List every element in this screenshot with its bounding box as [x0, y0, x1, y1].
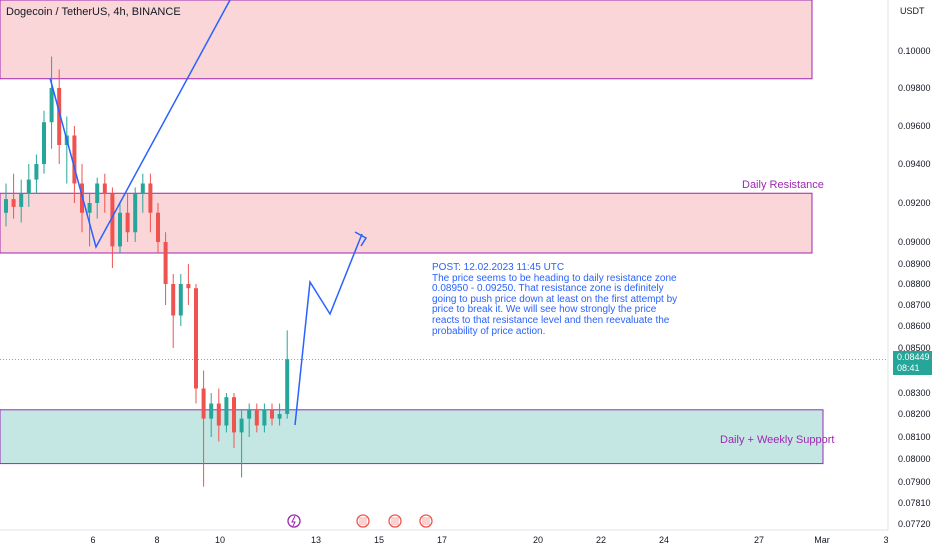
time-tick-label: 15: [374, 535, 384, 545]
price-tick-label: 0.08900: [898, 259, 931, 269]
candle-body-4: [34, 164, 39, 180]
time-tick-label: 24: [659, 535, 669, 545]
zone-2: [0, 409, 824, 465]
candle-body-15: [118, 212, 122, 247]
current-price-badge: 0.08449 08:41: [893, 351, 932, 375]
candle-body-21: [163, 242, 168, 284]
price-tick-label: 0.08000: [898, 454, 931, 464]
candle-body-37: [285, 359, 290, 414]
time-tick-label: 10: [215, 535, 225, 545]
support-label: Daily + Weekly Support: [720, 434, 835, 446]
candle-body-9: [72, 135, 77, 184]
price-tick-label: 0.08500: [898, 343, 931, 353]
candle-body-24: [186, 284, 191, 289]
candle-body-1: [11, 199, 16, 207]
price-tick-label: 0.07900: [898, 477, 931, 487]
candle-body-7: [57, 88, 62, 145]
candle-body-31: [239, 418, 244, 433]
flag-icon: [422, 517, 430, 525]
time-tick-label: Mar: [814, 535, 830, 545]
candle-body-36: [277, 414, 282, 419]
currency-unit: USDT: [900, 6, 925, 16]
candle-body-30: [232, 397, 236, 433]
time-tick-label: 17: [437, 535, 447, 545]
time-tick-label: 13: [311, 535, 321, 545]
projection-arrowhead: [354, 231, 368, 247]
candle-body-22: [171, 284, 176, 316]
price-tick-label: 0.09800: [898, 83, 931, 93]
price-tick-label: 0.07720: [898, 519, 931, 529]
price-tick-label: 0.09400: [898, 159, 931, 169]
resistance-label: Daily Resistance: [742, 179, 824, 191]
candle-body-13: [102, 183, 107, 194]
current-price: 0.08449: [897, 352, 930, 362]
price-tick-label: 0.07810: [898, 498, 931, 508]
time-tick-label: 22: [596, 535, 606, 545]
analysis-note: POST: 12.02.2023 11:45 UTC The price see…: [432, 262, 678, 337]
price-tick-label: 0.08700: [898, 300, 931, 310]
candle-body-14: [110, 193, 115, 247]
candle-body-23: [178, 284, 183, 316]
price-tick-label: 0.09200: [898, 198, 931, 208]
price-tick-label: 0.10000: [898, 46, 931, 56]
candle-body-16: [125, 212, 130, 233]
candle-body-2: [19, 193, 24, 207]
event-icon: [356, 514, 370, 528]
candle-body-20: [156, 212, 160, 242]
time-tick-label: 27: [754, 535, 764, 545]
candle-body-26: [201, 388, 206, 419]
flag-icon: [391, 517, 399, 525]
event-icon: [287, 514, 301, 528]
projection-path: [294, 233, 363, 426]
chart-title: Dogecoin / TetherUS, 4h, BINANCE: [6, 6, 181, 18]
trend-drawing: [49, 0, 231, 250]
candle-body-35: [270, 409, 274, 419]
candle-body-0: [4, 199, 8, 213]
time-tick-label: 20: [533, 535, 543, 545]
event-icon: [388, 514, 402, 528]
candle-body-12: [95, 183, 100, 203]
price-tick-label: 0.09600: [898, 121, 931, 131]
price-tick-label: 0.08200: [898, 409, 931, 419]
candle-body-17: [133, 193, 138, 233]
flag-icon: [359, 517, 367, 525]
candle-body-19: [148, 183, 153, 213]
candle-body-5: [42, 122, 46, 164]
price-tick-label: 0.08300: [898, 388, 931, 398]
time-tick-label: 3: [883, 535, 888, 545]
time-tick-label: 6: [90, 535, 95, 545]
candle-body-28: [216, 403, 221, 426]
candle-body-6: [49, 88, 54, 123]
price-tick-label: 0.08800: [898, 279, 931, 289]
time-tick-label: 8: [154, 535, 159, 545]
candle-body-33: [254, 409, 259, 426]
zone-0: [0, 0, 813, 80]
event-icon: [419, 514, 433, 528]
candle-body-29: [224, 397, 229, 426]
lightning-icon: [291, 515, 296, 527]
price-tick-label: 0.08600: [898, 321, 931, 331]
candle-body-34: [262, 409, 267, 426]
candle-body-32: [247, 409, 252, 419]
candle-body-25: [194, 288, 198, 389]
price-tick-label: 0.09000: [898, 237, 931, 247]
candle-body-11: [87, 203, 92, 213]
candle-body-3: [26, 179, 31, 194]
candle-body-27: [209, 403, 214, 419]
candle-countdown: 08:41: [897, 363, 920, 373]
candle-body-18: [140, 183, 145, 194]
price-tick-label: 0.08100: [898, 432, 931, 442]
